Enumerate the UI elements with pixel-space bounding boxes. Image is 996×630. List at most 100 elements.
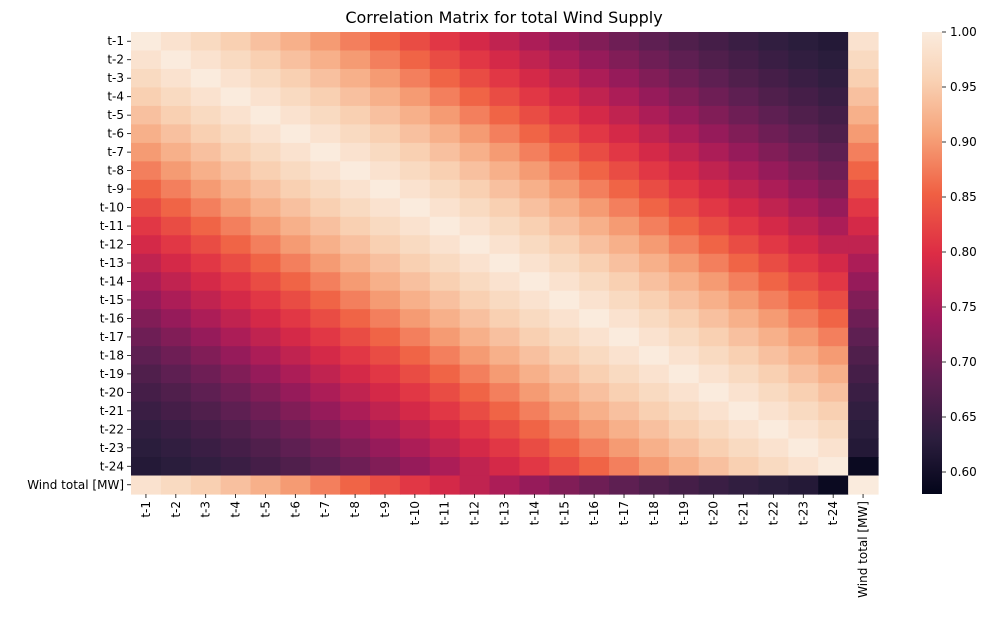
- heatmap-cell: [848, 457, 879, 477]
- heatmap-cell: [728, 364, 760, 384]
- heatmap-cell: [668, 327, 700, 347]
- heatmap-cell: [310, 364, 341, 384]
- heatmap-cell: [698, 216, 730, 236]
- heatmap-cell: [609, 87, 640, 107]
- heatmap-cell: [370, 68, 401, 89]
- heatmap-cell: [728, 179, 760, 199]
- heatmap-cell: [549, 272, 580, 292]
- heatmap-cell: [370, 161, 401, 181]
- x-tick-label: t-21: [737, 501, 751, 525]
- heatmap-cell: [698, 364, 730, 384]
- heatmap-cell: [668, 420, 700, 440]
- heatmap-cell: [579, 309, 610, 329]
- x-tick-label: t-18: [647, 501, 661, 525]
- heatmap-cell: [489, 32, 521, 52]
- heatmap-cell: [609, 179, 640, 199]
- heatmap-cell: [459, 161, 491, 181]
- heatmap-cell: [818, 68, 849, 89]
- heatmap-cell: [220, 124, 252, 144]
- heatmap-cell: [579, 401, 610, 421]
- heatmap-cell: [370, 32, 401, 52]
- heatmap-cell: [758, 420, 789, 440]
- heatmap-cell: [459, 475, 491, 495]
- heatmap-cell: [848, 309, 879, 329]
- heatmap-cell: [340, 179, 371, 199]
- heatmap-cell: [698, 50, 730, 70]
- heatmap-cell: [668, 161, 700, 181]
- heatmap-cell: [758, 290, 789, 310]
- heatmap-cell: [220, 142, 252, 162]
- heatmap-cell: [848, 401, 879, 421]
- heatmap-cell: [190, 216, 222, 236]
- heatmap-cell: [818, 32, 849, 52]
- heatmap-cell: [370, 290, 401, 310]
- y-tick-label: t-20: [100, 385, 124, 399]
- heatmap-cell: [519, 420, 550, 440]
- heatmap-cell: [519, 161, 550, 181]
- heatmap-cell: [429, 235, 461, 255]
- heatmap-cell: [579, 327, 610, 347]
- heatmap-cell: [638, 253, 670, 273]
- heatmap-cell: [310, 457, 341, 477]
- heatmap-cell: [429, 32, 461, 52]
- heatmap-cell: [848, 161, 879, 181]
- heatmap-cell: [698, 290, 730, 310]
- heatmap-cell: [668, 346, 700, 366]
- heatmap-cell: [340, 32, 371, 52]
- heatmap-cell: [638, 105, 670, 125]
- heatmap-cell: [788, 420, 819, 440]
- heatmap-cell: [549, 364, 580, 384]
- heatmap-cell: [728, 198, 760, 218]
- heatmap-cell: [638, 68, 670, 89]
- heatmap-cell: [549, 420, 580, 440]
- heatmap-cell: [220, 327, 252, 347]
- y-tick-label: t-5: [107, 108, 124, 122]
- x-tick-label: t-4: [229, 501, 243, 518]
- heatmap-cell: [399, 475, 431, 495]
- heatmap-cell: [399, 290, 431, 310]
- heatmap-cell: [280, 420, 311, 440]
- heatmap-cell: [310, 438, 341, 458]
- x-tick-label: t-17: [617, 501, 631, 525]
- heatmap-cell: [489, 346, 521, 366]
- heatmap-cell: [250, 32, 281, 52]
- heatmap-cell: [638, 216, 670, 236]
- heatmap-cell: [280, 216, 311, 236]
- heatmap-cell: [459, 68, 491, 89]
- heatmap-cell: [160, 346, 192, 366]
- heatmap-cell: [609, 309, 640, 329]
- heatmap-cell: [579, 105, 610, 125]
- heatmap-cell: [250, 457, 281, 477]
- colorbar-tick-label: 0.60: [950, 465, 977, 479]
- heatmap-cell: [340, 161, 371, 181]
- heatmap-cell: [609, 161, 640, 181]
- heatmap-cell: [190, 327, 222, 347]
- heatmap-cell: [190, 50, 222, 70]
- heatmap-cell: [220, 253, 252, 273]
- heatmap-cell: [160, 272, 192, 292]
- heatmap-cell: [519, 142, 550, 162]
- heatmap-cell: [519, 438, 550, 458]
- heatmap-cell: [698, 327, 730, 347]
- heatmap-cell: [788, 161, 819, 181]
- heatmap-cell: [340, 50, 371, 70]
- heatmap-cell: [818, 253, 849, 273]
- heatmap-cell: [190, 420, 222, 440]
- heatmap-cell: [609, 420, 640, 440]
- heatmap-cell: [788, 346, 819, 366]
- heatmap-cell: [609, 383, 640, 403]
- heatmap-cell: [160, 124, 192, 144]
- y-tick-label: t-8: [107, 164, 124, 178]
- heatmap-cell: [728, 272, 760, 292]
- heatmap-cell: [758, 216, 789, 236]
- heatmap-cell: [489, 420, 521, 440]
- heatmap-cell: [399, 438, 431, 458]
- heatmap-cell: [160, 87, 192, 107]
- heatmap-cell: [459, 87, 491, 107]
- heatmap-cell: [668, 383, 700, 403]
- heatmap-cell: [340, 68, 371, 89]
- heatmap-cell: [489, 142, 521, 162]
- heatmap-cell: [280, 309, 311, 329]
- heatmap-cell: [668, 235, 700, 255]
- heatmap-cell: [818, 309, 849, 329]
